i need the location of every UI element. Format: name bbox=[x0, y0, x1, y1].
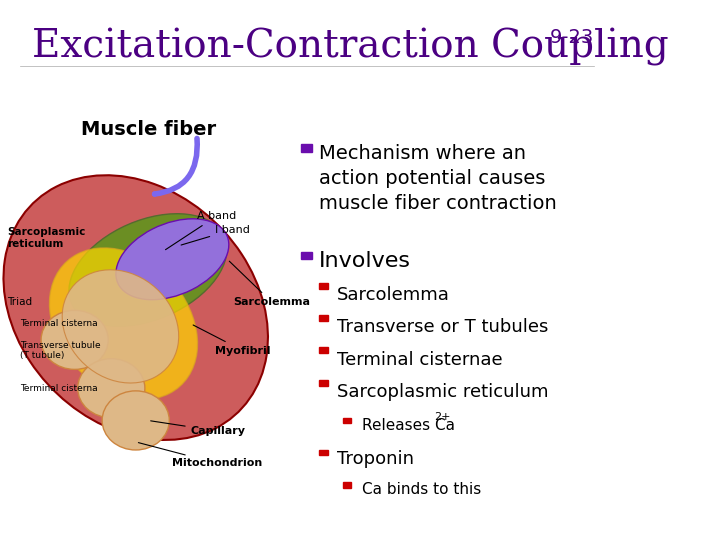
Text: Terminal cisternae: Terminal cisternae bbox=[337, 350, 503, 369]
Text: Ca binds to this: Ca binds to this bbox=[361, 482, 481, 497]
Text: Triad: Triad bbox=[7, 297, 32, 307]
FancyBboxPatch shape bbox=[319, 347, 328, 353]
Text: Muscle fiber: Muscle fiber bbox=[81, 119, 216, 139]
Text: Transverse tubule
(T tubule): Transverse tubule (T tubule) bbox=[19, 341, 100, 360]
Text: Involves: Involves bbox=[319, 251, 411, 271]
Text: Myofibril: Myofibril bbox=[193, 325, 271, 355]
Ellipse shape bbox=[50, 248, 197, 400]
Ellipse shape bbox=[69, 214, 227, 326]
Text: Sarcolemma: Sarcolemma bbox=[337, 286, 450, 304]
Text: 9-23: 9-23 bbox=[549, 28, 594, 48]
Circle shape bbox=[41, 310, 108, 369]
Text: Releases Ca: Releases Ca bbox=[361, 418, 454, 433]
Ellipse shape bbox=[4, 176, 268, 440]
Circle shape bbox=[78, 359, 145, 418]
FancyBboxPatch shape bbox=[319, 380, 328, 386]
FancyBboxPatch shape bbox=[343, 482, 351, 488]
FancyBboxPatch shape bbox=[300, 144, 312, 152]
FancyBboxPatch shape bbox=[319, 315, 328, 321]
Ellipse shape bbox=[62, 270, 179, 383]
FancyBboxPatch shape bbox=[319, 449, 328, 455]
Text: Excitation-Contraction Coupling: Excitation-Contraction Coupling bbox=[32, 28, 669, 66]
Ellipse shape bbox=[116, 219, 229, 300]
FancyBboxPatch shape bbox=[300, 252, 312, 259]
FancyBboxPatch shape bbox=[319, 283, 328, 289]
Text: Terminal cisterna: Terminal cisterna bbox=[19, 384, 97, 393]
Text: Sarcolemma: Sarcolemma bbox=[229, 261, 310, 307]
Circle shape bbox=[102, 391, 169, 450]
Text: Troponin: Troponin bbox=[337, 450, 414, 468]
FancyBboxPatch shape bbox=[343, 418, 351, 423]
Text: Sarcoplasmic reticulum: Sarcoplasmic reticulum bbox=[337, 383, 549, 401]
Text: Sarcoplasmic
reticulum: Sarcoplasmic reticulum bbox=[7, 227, 86, 248]
Text: 2+: 2+ bbox=[433, 413, 450, 422]
Text: Mechanism where an
action potential causes
muscle fiber contraction: Mechanism where an action potential caus… bbox=[319, 144, 557, 213]
Text: Capillary: Capillary bbox=[150, 421, 246, 436]
Text: A band: A band bbox=[166, 211, 236, 249]
Text: Mitochondrion: Mitochondrion bbox=[138, 443, 263, 468]
Text: Transverse or T tubules: Transverse or T tubules bbox=[337, 319, 549, 336]
Text: Terminal cisterna: Terminal cisterna bbox=[19, 319, 97, 328]
FancyArrowPatch shape bbox=[155, 138, 197, 194]
Text: I band: I band bbox=[181, 225, 250, 245]
